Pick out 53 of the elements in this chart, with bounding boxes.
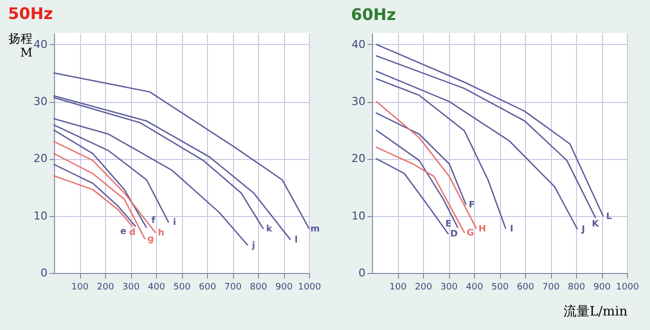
series-label: h <box>158 228 164 238</box>
x-tick-label: 800 <box>568 282 586 292</box>
series-label: e <box>120 227 126 238</box>
x-tick-label: 700 <box>224 282 242 292</box>
x-tick-label: 900 <box>275 282 293 292</box>
x-tick-label: 100 <box>389 282 407 292</box>
series-label: k <box>266 224 274 234</box>
chart-title: 50Hz <box>8 4 53 23</box>
x-tick-label: 600 <box>198 282 216 292</box>
x-tick-label: 200 <box>414 282 432 292</box>
chart-title: 60Hz <box>351 5 396 24</box>
x-tick-label: 800 <box>250 282 268 292</box>
x-tick-label: 1000 <box>616 282 640 292</box>
x-tick-label: 200 <box>96 282 114 292</box>
series-label: H <box>478 224 486 234</box>
series-label: m <box>310 224 320 234</box>
x-tick-label: 100 <box>71 282 89 292</box>
series-label: K <box>592 220 600 230</box>
series-label: g <box>148 234 154 245</box>
y-tick-label: 30 <box>34 95 48 108</box>
x-tick-label: 700 <box>542 282 560 292</box>
series-label: j <box>251 241 256 251</box>
y-tick-label: 10 <box>34 209 48 222</box>
x-tick-label: 400 <box>466 282 484 292</box>
y-axis-title: 扬程 M <box>8 32 32 60</box>
series-label: L <box>606 212 612 222</box>
series-label: i <box>172 218 176 228</box>
x-tick-label: 500 <box>173 282 191 292</box>
x-tick-label: 500 <box>491 282 509 292</box>
series-label: f <box>151 216 156 226</box>
series-label: l <box>294 235 298 246</box>
x-tick-label: 300 <box>440 282 458 292</box>
x-tick-label: 400 <box>148 282 166 292</box>
y-tick-label: 10 <box>352 209 366 222</box>
y-tick-label: 30 <box>352 95 366 108</box>
series-label: d <box>129 228 136 238</box>
y-tick-label: 0 <box>40 266 48 280</box>
series-label: D <box>450 230 458 240</box>
x-tick-label: 1000 <box>298 282 322 292</box>
y-tick-label: 0 <box>358 266 366 280</box>
x-axis-title: 流量L/min <box>564 304 628 320</box>
x-tick-label: 900 <box>593 282 611 292</box>
y-tick-label: 20 <box>34 152 48 166</box>
y-tick-label: 40 <box>352 38 366 51</box>
series-label: I <box>510 224 514 234</box>
y-tick-label: 20 <box>352 152 366 166</box>
x-tick-label: 600 <box>516 282 534 292</box>
series-label: J <box>580 225 585 235</box>
series-label: F <box>468 200 475 210</box>
series-label: G <box>466 228 474 238</box>
y-tick-label: 40 <box>34 38 48 51</box>
series-label: E <box>445 219 452 230</box>
x-tick-label: 300 <box>122 282 140 292</box>
